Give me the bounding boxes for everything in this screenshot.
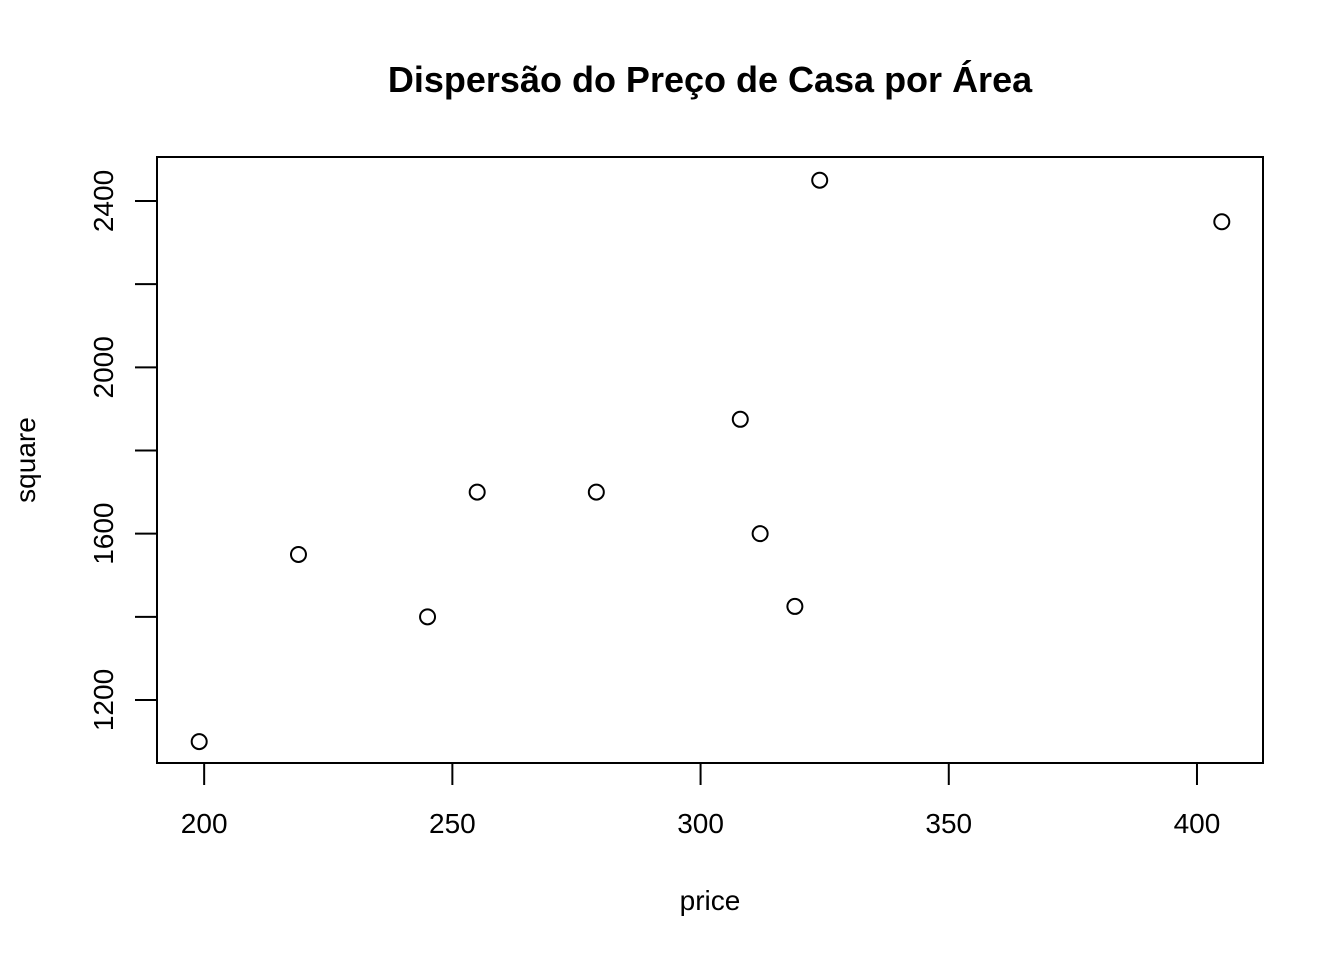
data-point [751,525,769,543]
data-point [786,597,804,615]
y-tick-label: 2000 [88,336,119,398]
x-tick-label: 250 [429,808,476,839]
x-tick-label: 400 [1174,808,1221,839]
data-point [289,545,307,563]
data-point [587,483,605,501]
data-point [811,171,829,189]
x-tick-label: 350 [925,808,972,839]
data-point [731,410,749,428]
x-tick-label: 200 [181,808,228,839]
data-point [468,483,486,501]
data-point [419,608,437,626]
plot-frame [156,156,1264,764]
y-tick-label: 1200 [88,669,119,731]
y-tick-label: 2400 [88,170,119,232]
data-point [190,733,208,751]
x-axis-label: price [680,885,741,916]
data-point [1213,213,1231,231]
y-axis-label: square [10,417,41,503]
y-tick-label: 1600 [88,503,119,565]
x-tick-label: 300 [677,808,724,839]
chart-title: Dispersão do Preço de Casa por Área [388,59,1033,100]
